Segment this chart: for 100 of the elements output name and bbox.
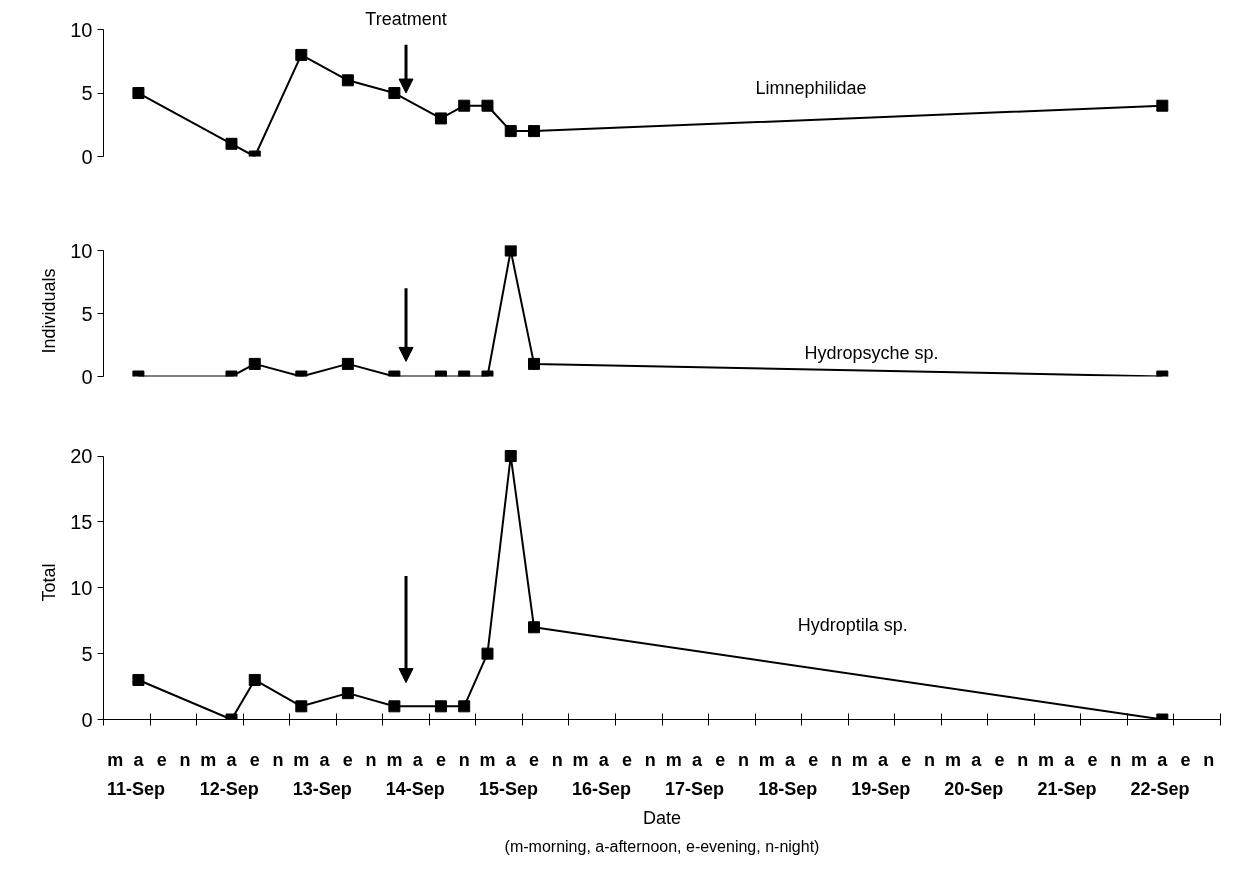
y-axis-title: Individuals bbox=[39, 268, 60, 354]
x-tick-label: n bbox=[551, 749, 563, 770]
x-tick-label: m bbox=[479, 749, 496, 770]
text: 20-Sep bbox=[944, 778, 1004, 799]
y-axis-title: Total bbox=[39, 563, 60, 602]
x-tick-label: e bbox=[715, 749, 726, 770]
point bbox=[528, 621, 541, 634]
x-tick-label: m bbox=[572, 749, 589, 770]
point bbox=[458, 700, 471, 713]
x-tick-label: m bbox=[386, 749, 403, 770]
x-tick-label: a bbox=[784, 749, 796, 770]
point bbox=[295, 48, 308, 61]
x-tick-label: a bbox=[971, 749, 983, 770]
x-tick-label: e bbox=[1087, 749, 1098, 770]
x-tick-label: a bbox=[133, 749, 145, 770]
x-tick-label: n bbox=[924, 749, 936, 770]
text: 15-Sep bbox=[478, 778, 538, 799]
y-tick-label: 10 bbox=[70, 18, 93, 41]
x-tick-label: a bbox=[1157, 749, 1169, 770]
point bbox=[481, 99, 494, 112]
x-tick-label: a bbox=[412, 749, 424, 770]
text: 11-Sep bbox=[107, 778, 166, 799]
text: 17-Sep bbox=[665, 778, 725, 799]
point bbox=[434, 112, 447, 125]
x-tick-label: n bbox=[831, 749, 843, 770]
text: 22-Sep bbox=[1130, 778, 1190, 799]
y-tick-label: 0 bbox=[81, 145, 93, 168]
x-tick-label: e bbox=[342, 749, 353, 770]
point bbox=[481, 647, 494, 660]
x-tick-label: m bbox=[851, 749, 868, 770]
point bbox=[225, 137, 238, 150]
x-tick-label: m bbox=[1131, 749, 1148, 770]
x-tick-label: n bbox=[458, 749, 470, 770]
y-tick-label: 10 bbox=[70, 239, 93, 262]
point bbox=[132, 87, 145, 100]
x-tick-label: m bbox=[665, 749, 682, 770]
x-tick-label: e bbox=[901, 749, 912, 770]
x-tick-label: a bbox=[691, 749, 703, 770]
x-tick-label: n bbox=[179, 749, 191, 770]
point bbox=[132, 673, 145, 686]
annotation: Treatment bbox=[365, 9, 447, 30]
x-tick-label: a bbox=[1064, 749, 1076, 770]
text: 19-Sep bbox=[851, 778, 911, 799]
point bbox=[434, 700, 447, 713]
x-axis-title: Date bbox=[642, 807, 682, 828]
x-tick-label: e bbox=[529, 749, 540, 770]
x-tick-label: a bbox=[319, 749, 331, 770]
x-tick-label: e bbox=[249, 749, 260, 770]
point bbox=[341, 74, 354, 87]
x-tick-label: n bbox=[737, 749, 749, 770]
x-tick-label: m bbox=[758, 749, 775, 770]
point bbox=[388, 87, 401, 100]
point bbox=[1156, 99, 1169, 112]
point bbox=[458, 99, 471, 112]
y-tick-label: 20 bbox=[70, 445, 93, 468]
point bbox=[504, 125, 517, 138]
x-tick-label: a bbox=[878, 749, 890, 770]
point bbox=[341, 687, 354, 700]
text: 13-Sep bbox=[292, 778, 352, 799]
x-tick-label: n bbox=[1110, 749, 1122, 770]
point bbox=[388, 700, 401, 713]
point bbox=[295, 700, 308, 713]
x-tick-label: m bbox=[293, 749, 310, 770]
series-label: Hydroptila sp. bbox=[797, 614, 908, 635]
y-tick-label: 0 bbox=[81, 365, 93, 388]
x-tick-label: n bbox=[644, 749, 656, 770]
x-tick-label: a bbox=[598, 749, 610, 770]
text: 21-Sep bbox=[1037, 778, 1097, 799]
x-tick-label: a bbox=[226, 749, 238, 770]
point bbox=[504, 450, 517, 463]
x-tick-label: m bbox=[1037, 749, 1054, 770]
x-tick-label: e bbox=[156, 749, 167, 770]
series-label: Limnephilidae bbox=[755, 77, 867, 98]
x-tick-label: n bbox=[365, 749, 377, 770]
y-tick-label: 5 bbox=[81, 82, 93, 105]
x-tick-label: n bbox=[272, 749, 284, 770]
text: 18-Sep bbox=[758, 778, 818, 799]
text: 14-Sep bbox=[385, 778, 445, 799]
series-label: Hydropsyche sp. bbox=[804, 342, 939, 363]
text: 16-Sep bbox=[571, 778, 632, 799]
text: 12-Sep bbox=[199, 778, 259, 799]
y-tick-label: 5 bbox=[81, 642, 93, 665]
x-tick-label: a bbox=[505, 749, 517, 770]
x-tick-label: m bbox=[944, 749, 961, 770]
y-tick-label: 15 bbox=[70, 510, 93, 533]
x-tick-label: m bbox=[107, 749, 124, 770]
x-tick-label: m bbox=[200, 749, 217, 770]
x-tick-label: e bbox=[994, 749, 1005, 770]
y-tick-label: 5 bbox=[81, 302, 93, 325]
y-tick-label: 0 bbox=[81, 708, 93, 731]
x-tick-label: e bbox=[622, 749, 633, 770]
text: (m-morning, a-afternoon, e-evening, n-night) bbox=[504, 837, 820, 855]
point bbox=[528, 125, 541, 138]
x-tick-label: n bbox=[1203, 749, 1215, 770]
x-tick-label: e bbox=[808, 749, 819, 770]
point bbox=[248, 673, 261, 686]
y-tick-label: 10 bbox=[70, 576, 93, 599]
x-tick-label: e bbox=[1180, 749, 1191, 770]
x-tick-label: n bbox=[1017, 749, 1029, 770]
x-tick-label: e bbox=[435, 749, 446, 770]
